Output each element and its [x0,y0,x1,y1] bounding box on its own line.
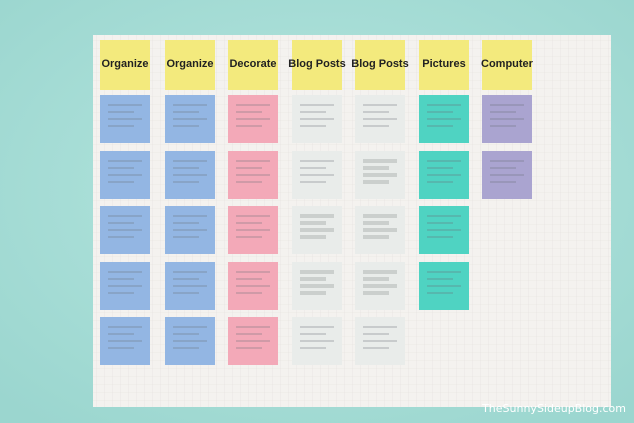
header-note [482,40,532,90]
header-note [419,40,469,90]
notes: Organize Organize Decorate Blog Posts Blog P… [100,40,534,365]
header-note [165,40,215,90]
watermark: TheSunnySideupBlog.com [481,402,626,415]
header-label: Computer [481,58,534,70]
header-note [228,40,278,90]
header-label: Blog Posts [351,58,408,70]
header-label: Pictures [422,58,465,70]
header-label: Organize [166,58,213,70]
header-note [100,40,150,90]
header-label: Blog Posts [288,58,345,70]
header-note [355,40,405,90]
header-label: Decorate [229,58,276,70]
header-note [292,40,342,90]
header-label: Organize [101,58,148,70]
